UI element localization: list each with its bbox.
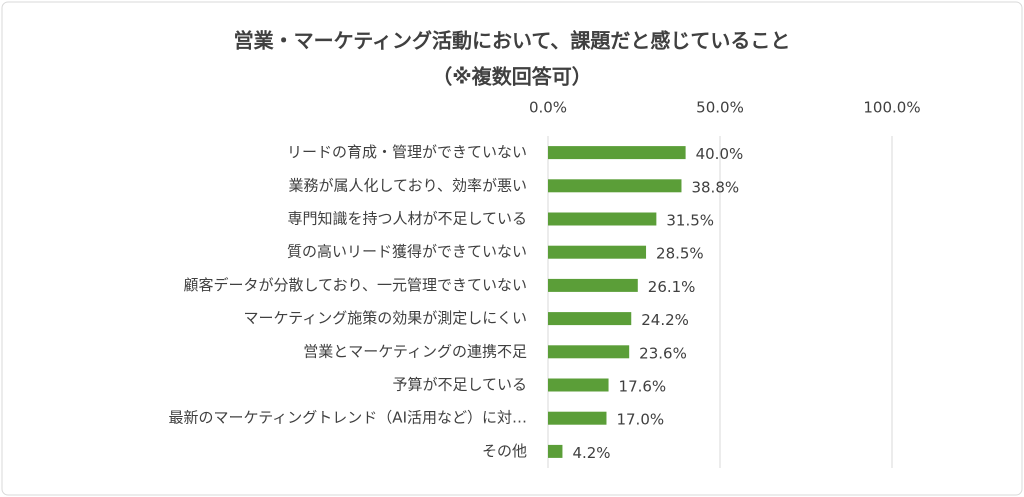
data-label: 17.6% bbox=[619, 378, 667, 396]
x-tick-label: 100.0% bbox=[863, 99, 920, 117]
bar bbox=[548, 411, 607, 425]
bar bbox=[548, 245, 647, 259]
y-tick-label: リードの育成・管理ができていない bbox=[287, 143, 527, 161]
data-label: 24.2% bbox=[641, 311, 689, 329]
y-tick-label: 最新のマーケティングトレンド（AI活用など）に対… bbox=[169, 409, 528, 427]
y-tick-label: 顧客データが分散しており、一元管理できていない bbox=[183, 276, 527, 294]
bar bbox=[548, 378, 609, 392]
bar bbox=[548, 444, 563, 458]
y-tick-label: 営業とマーケティングの連携不足 bbox=[303, 342, 527, 360]
data-label: 23.6% bbox=[639, 344, 687, 362]
x-tick-label: 50.0% bbox=[696, 99, 744, 117]
y-tick-label: 業務が属人化しており、効率が悪い bbox=[288, 176, 527, 194]
y-tick-label: その他 bbox=[482, 442, 527, 460]
chart-title: 営業・マーケティング活動において、課題だと感じていること bbox=[234, 29, 791, 53]
bar bbox=[548, 179, 682, 193]
data-label: 38.8% bbox=[691, 178, 739, 196]
data-label: 26.1% bbox=[648, 278, 696, 296]
bar bbox=[548, 345, 630, 359]
x-tick-label: 0.0% bbox=[529, 99, 567, 117]
data-label: 40.0% bbox=[696, 145, 744, 163]
bar bbox=[548, 312, 632, 326]
data-label: 31.5% bbox=[666, 212, 714, 230]
data-label: 4.2% bbox=[572, 444, 610, 462]
y-tick-label: 専門知識を持つ人材が不足している bbox=[287, 210, 527, 228]
data-label: 28.5% bbox=[656, 245, 704, 263]
data-label: 17.0% bbox=[616, 411, 664, 429]
y-tick-label: 予算が不足している bbox=[392, 376, 527, 394]
y-tick-label: 質の高いリード獲得ができていない bbox=[287, 243, 527, 261]
bar bbox=[548, 146, 686, 160]
y-tick-label: マーケティング施策の効果が測定しにくい bbox=[243, 309, 527, 327]
bar bbox=[548, 278, 638, 292]
bar bbox=[548, 212, 657, 226]
chart-subtitle: （※複数回答可） bbox=[432, 65, 591, 89]
